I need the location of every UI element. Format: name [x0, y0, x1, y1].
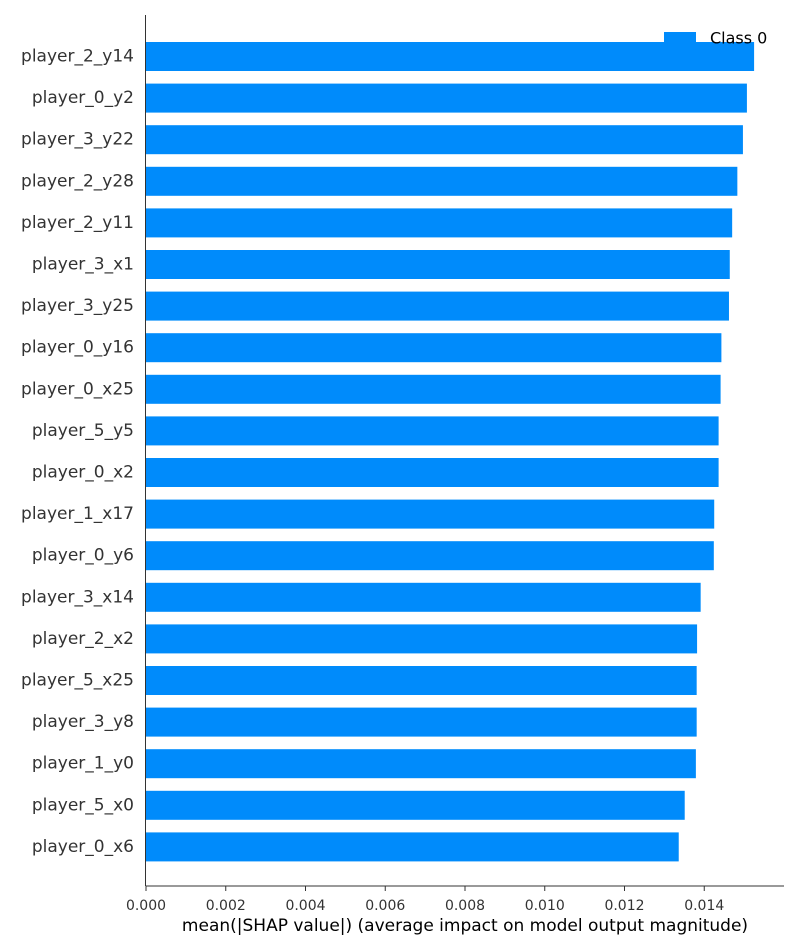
y-tick-label-player_0_y2: player_0_y2	[32, 88, 134, 108]
bar-player_2_x2	[146, 624, 698, 654]
y-tick-label-player_1_x17: player_1_x17	[21, 504, 134, 524]
x-ticks: 0.000 0.002 0.004 0.006 0.008 0.010 0.012 0.014	[126, 886, 724, 914]
y-tick-label-player_5_x0: player_5_x0	[32, 795, 134, 815]
bar-player_3_x1	[146, 250, 730, 279]
bar-player_0_x2	[146, 458, 719, 487]
y-tick-label-player_0_x2: player_0_x2	[32, 463, 134, 483]
y-tick-label-player_1_y0: player_1_y0	[32, 754, 134, 774]
bar-player_3_x14	[146, 582, 701, 612]
y-tick-label-player_0_y6: player_0_y6	[32, 546, 134, 566]
legend-swatch	[664, 32, 696, 44]
y-tick-label-player_3_y8: player_3_y8	[32, 712, 134, 732]
bar-player_3_y25	[146, 291, 729, 321]
x-tick-label: 0.012	[604, 898, 644, 914]
bars-group	[146, 42, 755, 862]
y-tick-label-player_5_y5: player_5_y5	[32, 421, 134, 441]
bar-player_0_y6	[146, 541, 714, 571]
bar-player_1_y0	[146, 749, 696, 779]
y-tick-label-player_0_x25: player_0_x25	[21, 379, 134, 399]
y-tick-label-player_3_x14: player_3_x14	[21, 587, 134, 607]
y-tick-label-player_2_y14: player_2_y14	[21, 47, 134, 67]
bar-player_2_y11	[146, 208, 733, 238]
bar-player_2_y28	[146, 166, 738, 196]
bar-player_5_x25	[146, 666, 697, 695]
y-tick-label-player_5_x25: player_5_x25	[21, 671, 134, 691]
y-tick-label-player_2_y11: player_2_y11	[21, 213, 134, 233]
x-tick-label: 0.008	[445, 898, 485, 914]
legend-label: Class 0	[710, 29, 767, 48]
bar-player_0_y16	[146, 333, 722, 363]
x-tick-label: 0.000	[126, 898, 166, 914]
bar-player_1_x17	[146, 499, 715, 529]
bar-player_0_x6	[146, 832, 679, 862]
y-tick-label-player_3_x1: player_3_x1	[32, 255, 134, 275]
x-tick-label: 0.006	[365, 898, 405, 914]
bar-player_5_y5	[146, 416, 719, 446]
y-tick-label-player_2_x2: player_2_x2	[32, 629, 134, 649]
bar-player_2_y14	[146, 42, 755, 71]
y-tick-label-player_3_y25: player_3_y25	[21, 296, 134, 316]
y-tick-label-player_3_y22: player_3_y22	[21, 130, 134, 150]
bar-player_3_y22	[146, 125, 743, 155]
y-tick-label-player_2_y28: player_2_y28	[21, 171, 134, 191]
bar-player_5_x0	[146, 790, 685, 820]
x-axis-label: mean(|SHAP value|) (average impact on mo…	[182, 916, 748, 936]
legend: Class 0	[664, 29, 767, 48]
x-tick-label: 0.014	[684, 898, 724, 914]
y-tick-label-player_0_y16: player_0_y16	[21, 338, 134, 358]
bar-player_3_y8	[146, 707, 697, 737]
y-tick-labels: player_2_y14 player_0_y2 player_3_y22playe…	[21, 47, 134, 857]
x-tick-label: 0.002	[206, 898, 246, 914]
x-tick-label: 0.010	[525, 898, 565, 914]
x-tick-label: 0.004	[285, 898, 325, 914]
y-tick-label-player_0_x6: player_0_x6	[32, 837, 134, 857]
bar-player_0_x25	[146, 374, 721, 404]
bar-player_0_y2	[146, 83, 747, 113]
